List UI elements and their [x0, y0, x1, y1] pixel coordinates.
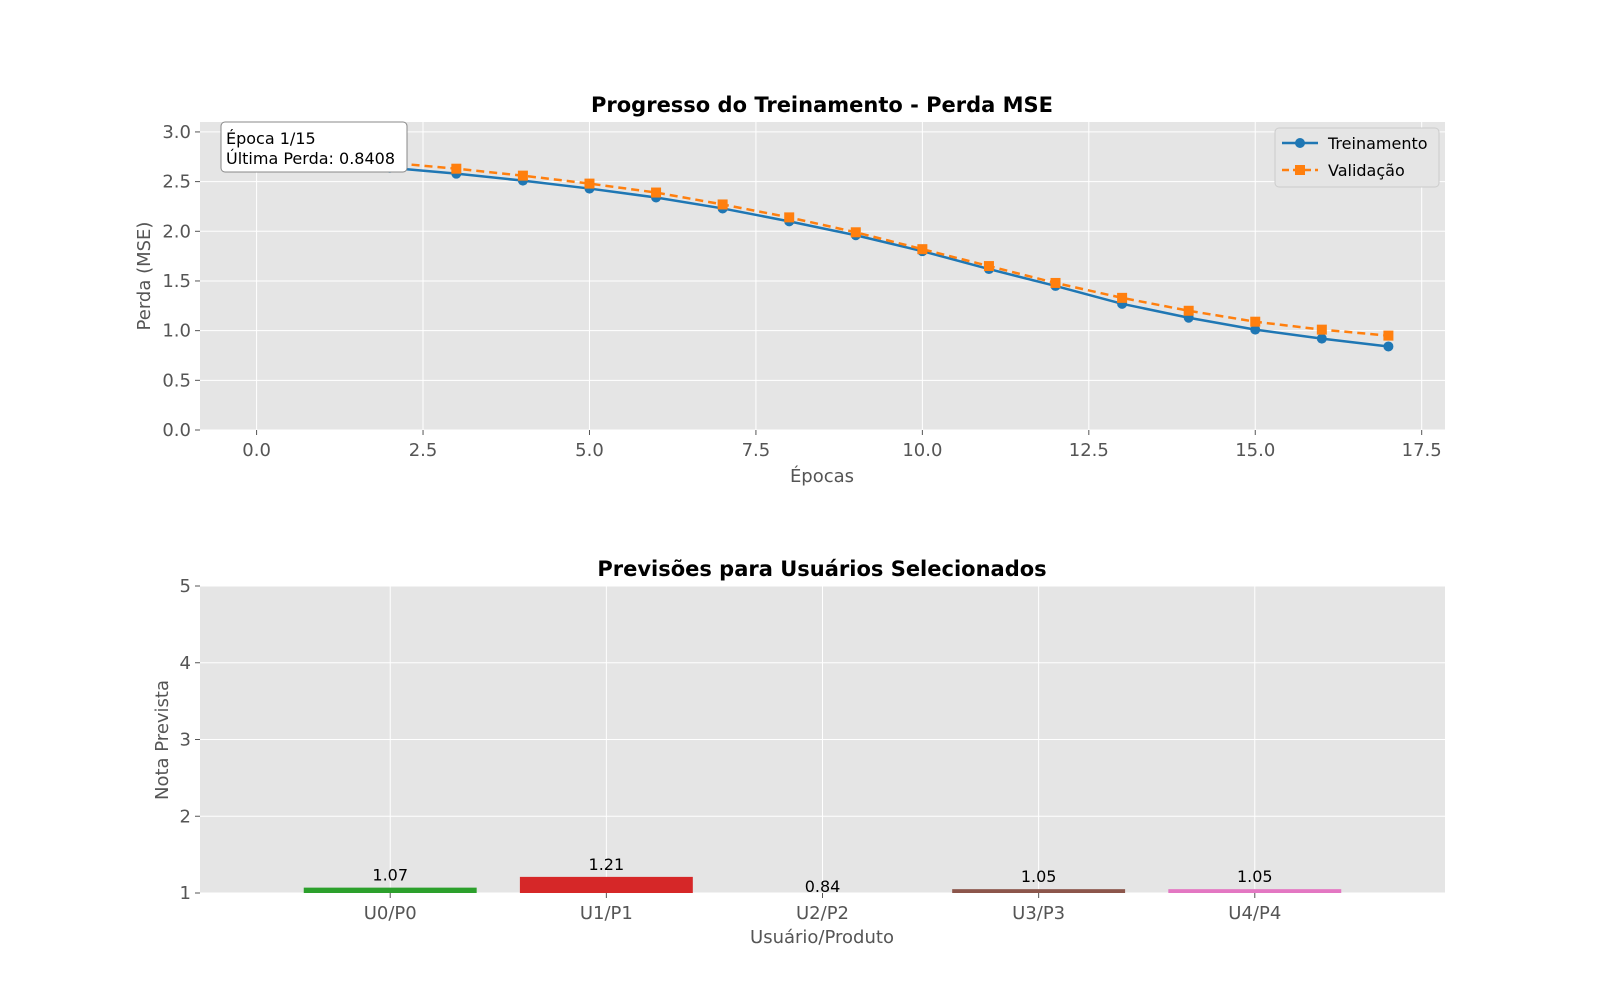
point-val	[1250, 316, 1261, 327]
point-val	[517, 170, 528, 181]
point-train	[1383, 341, 1394, 352]
legend: Treinamento Validação	[1274, 127, 1440, 188]
point-val	[651, 187, 662, 198]
bar-value-label: 1.05	[1237, 867, 1273, 886]
bar-value-label: 1.21	[589, 855, 625, 874]
predictions-chart-title: Previsões para Usuários Selecionados	[597, 557, 1046, 581]
pred-x-tick-label: U0/P0	[364, 903, 417, 924]
bar	[303, 887, 477, 893]
loss-chart-y-ticks: 0.0 0.5 1.0 1.5 2.0 2.5 3.0	[162, 122, 200, 441]
loss-x-tick-label: 17.5	[1402, 440, 1442, 461]
loss-x-tick-label: 0.0	[242, 440, 271, 461]
predictions-chart-x-ticks: U0/P0 U1/P1 U2/P2 U3/P3 U4/P4	[364, 893, 1281, 924]
info-box-epoch: Época 1/15	[226, 129, 316, 148]
pred-y-tick-label: 3	[180, 730, 191, 751]
loss-chart-x-ticks: 0.0 2.5 5.0 7.5 10.0 12.5 15.0 17.5	[242, 430, 1442, 461]
predictions-chart-y-ticks: 1 2 3 4 5	[180, 576, 200, 904]
legend-marker-train	[1295, 138, 1305, 148]
point-val	[1183, 305, 1194, 316]
loss-y-tick-label: 2.5	[162, 172, 191, 193]
loss-x-tick-label: 5.0	[575, 440, 604, 461]
loss-y-tick-label: 1.0	[162, 321, 191, 342]
bar	[519, 876, 693, 893]
point-val	[717, 199, 728, 210]
pred-x-tick-label: U2/P2	[796, 903, 849, 924]
pred-x-tick-label: U4/P4	[1228, 903, 1281, 924]
pred-y-tick-label: 1	[180, 883, 191, 904]
point-train	[1316, 333, 1327, 344]
point-val	[1050, 277, 1061, 288]
point-val	[1383, 330, 1394, 341]
legend-marker-val	[1295, 165, 1305, 175]
legend-label-train: Treinamento	[1327, 134, 1428, 153]
predictions-chart-value-labels: 1.07 1.21 0.84 1.05 1.05	[372, 855, 1272, 896]
pred-y-tick-label: 2	[180, 806, 191, 827]
predictions-chart: 1 2 3 4 5 U0/P0 U1/P1 U2/P2 U3/P3 U4/P4 1.07 1.21…	[152, 557, 1445, 948]
predictions-chart-x-label: Usuário/Produto	[750, 927, 894, 948]
predictions-chart-bars	[303, 876, 1342, 893]
bar-value-label: 0.84	[805, 877, 841, 896]
loss-y-tick-label: 0.5	[162, 370, 191, 391]
loss-x-tick-label: 10.0	[902, 440, 942, 461]
info-box: Época 1/15 Última Perda: 0.8408	[220, 121, 408, 173]
point-train	[1250, 324, 1261, 335]
loss-chart-plot-area	[200, 122, 1445, 430]
loss-chart-y-label: Perda (MSE)	[134, 222, 155, 331]
point-val	[917, 244, 928, 255]
bar-value-label: 1.05	[1021, 867, 1057, 886]
pred-y-tick-label: 5	[180, 576, 191, 597]
loss-y-tick-label: 1.5	[162, 271, 191, 292]
point-val	[983, 261, 994, 272]
point-val	[451, 163, 462, 174]
legend-label-val: Validação	[1328, 161, 1405, 180]
loss-x-tick-label: 7.5	[742, 440, 771, 461]
loss-chart: 0.0 0.5 1.0 1.5 2.0 2.5 3.0 0.0 2.5 5.0 7.5 10.0 12…	[134, 93, 1445, 487]
loss-chart-title: Progresso do Treinamento - Perda MSE	[591, 93, 1053, 117]
info-box-last-loss: Última Perda: 0.8408	[226, 149, 395, 168]
pred-x-tick-label: U1/P1	[580, 903, 633, 924]
point-val	[584, 178, 595, 189]
bar	[1168, 889, 1342, 893]
point-val	[1117, 292, 1128, 303]
bar	[952, 889, 1126, 893]
pred-x-tick-label: U3/P3	[1012, 903, 1065, 924]
predictions-chart-y-label: Nota Prevista	[152, 680, 173, 800]
series-line-val	[256, 145, 1389, 337]
info-box-frame	[220, 121, 408, 173]
loss-x-tick-label: 15.0	[1235, 440, 1275, 461]
loss-y-tick-label: 2.0	[162, 221, 191, 242]
pred-y-tick-label: 4	[180, 653, 191, 674]
loss-y-tick-label: 0.0	[162, 420, 191, 441]
series-line-train	[256, 150, 1389, 348]
loss-chart-x-label: Épocas	[790, 465, 854, 487]
loss-y-tick-label: 3.0	[162, 122, 191, 143]
loss-x-tick-label: 12.5	[1069, 440, 1109, 461]
point-val	[850, 227, 861, 238]
point-val	[1316, 324, 1327, 335]
loss-chart-grid	[200, 122, 1445, 431]
bar-value-label: 1.07	[372, 866, 408, 885]
point-val	[784, 212, 795, 223]
loss-x-tick-label: 2.5	[409, 440, 438, 461]
